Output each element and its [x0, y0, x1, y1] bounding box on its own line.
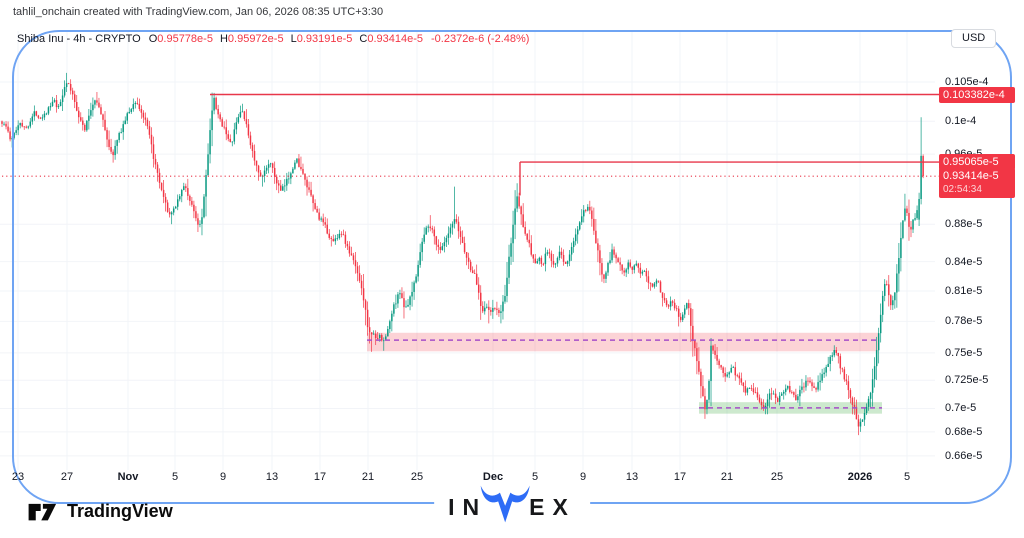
- time-tick-label: 17: [673, 471, 687, 483]
- time-tick-label: 13: [625, 471, 639, 483]
- time-tick-label: 9: [219, 471, 227, 483]
- time-tick-label: Dec: [482, 471, 504, 483]
- tradingview-wordmark: TradingView: [67, 500, 173, 521]
- time-tick-label: 27: [60, 471, 74, 483]
- time-tick-label: 5: [903, 471, 911, 483]
- price-tick-label: 0.7e-5: [945, 402, 977, 415]
- time-tick-label: 9: [579, 471, 587, 483]
- invex-watermark: IN EX: [434, 483, 590, 531]
- price-tick-label: 0.66e-5: [945, 449, 983, 462]
- attribution-text: tahlil_onchain created with TradingView.…: [13, 6, 384, 18]
- horizontal-level-lines: [2, 93, 1014, 409]
- time-tick-label: 21: [720, 471, 734, 483]
- price-tick-label: 0.1e-4: [945, 115, 977, 128]
- candlestick-series: [1, 72, 924, 436]
- symbol-legend: Shiba Inu - 4h - CRYPTO O0.95778e-5 H0.95…: [17, 33, 529, 45]
- tradingview-logo[interactable]: TradingView: [28, 500, 173, 522]
- invex-text-right: EX: [529, 494, 576, 520]
- time-tick-label: 23: [11, 471, 25, 483]
- price-tick-label: 0.68e-5: [945, 425, 983, 438]
- badge-price: 0.95065e-5: [943, 156, 999, 169]
- badge-price: 0.93414e-5: [943, 170, 999, 183]
- time-tick-label: 21: [361, 471, 375, 483]
- candle-countdown: 02:54:34: [943, 184, 982, 196]
- currency-toggle-button[interactable]: USD: [951, 29, 997, 48]
- price-label-badge: 0.95065e-5: [939, 154, 1015, 171]
- supply-zone: [367, 332, 878, 352]
- ohlc-values: O0.95778e-5 H0.95972e-5 L0.93191e-5 C0.9341…: [149, 33, 423, 45]
- time-tick-label: 17: [313, 471, 327, 483]
- time-tick-label: 25: [770, 471, 784, 483]
- ohlc-item: O0.95778e-5: [148, 33, 213, 45]
- price-tick-label: 0.84e-5: [945, 255, 983, 268]
- time-tick-label: 25: [410, 471, 424, 483]
- price-tick-label: 0.78e-5: [945, 315, 983, 328]
- price-tick-label: 0.88e-5: [945, 218, 983, 231]
- invex-text-left: IN: [448, 494, 488, 520]
- time-tick-label: 13: [265, 471, 279, 483]
- ohlc-item: C0.93414e-5: [359, 33, 423, 45]
- price-tick-label: 0.81e-5: [945, 284, 983, 297]
- tradingview-glyph-icon: [28, 503, 57, 521]
- time-tick-label: 5: [171, 471, 179, 483]
- ohlc-item: H0.95972e-5: [219, 33, 284, 45]
- price-tick-label: 0.725e-5: [945, 374, 989, 387]
- time-tick-label: 5: [531, 471, 539, 483]
- symbol-title[interactable]: Shiba Inu - 4h - CRYPTO: [17, 33, 141, 45]
- price-zones: [367, 332, 882, 414]
- ohlc-item: L0.93191e-5: [290, 33, 353, 45]
- time-tick-label: 2026: [847, 471, 873, 483]
- grid-lines: [0, 31, 935, 470]
- price-change: -0.2372e-6 (-2.48%): [431, 33, 530, 45]
- bull-horns-v-icon: [480, 485, 530, 523]
- price-tick-label: 0.105e-4: [945, 76, 989, 88]
- time-tick-label: Nov: [117, 471, 139, 483]
- price-label-badge: 0.103382e-4: [939, 86, 1015, 103]
- price-label-badge: 0.93414e-5 02:54:34: [939, 168, 1015, 199]
- badge-price: 0.103382e-4: [943, 88, 1005, 101]
- price-tick-label: 0.75e-5: [945, 346, 983, 359]
